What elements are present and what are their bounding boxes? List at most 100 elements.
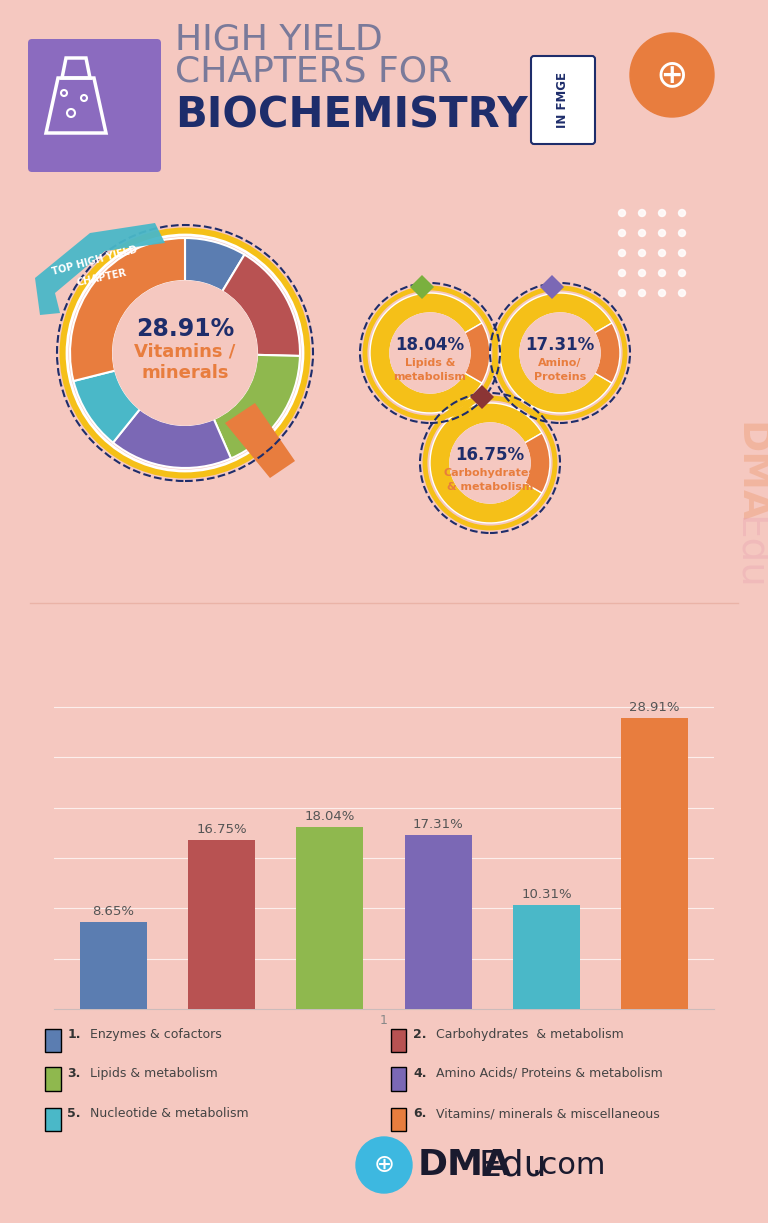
Text: Proteins: Proteins <box>534 372 586 382</box>
Text: ⊕: ⊕ <box>373 1153 395 1177</box>
Text: 10.31%: 10.31% <box>521 888 571 901</box>
Text: 1.: 1. <box>68 1029 81 1041</box>
Text: CHAPTERS FOR: CHAPTERS FOR <box>175 55 452 89</box>
Text: 2.: 2. <box>413 1029 426 1041</box>
Circle shape <box>678 249 686 257</box>
FancyBboxPatch shape <box>391 1029 406 1052</box>
Wedge shape <box>594 323 620 383</box>
Wedge shape <box>222 254 300 356</box>
Circle shape <box>678 269 686 276</box>
Text: 18.04%: 18.04% <box>396 336 465 353</box>
Text: & metabolism: & metabolism <box>447 482 533 492</box>
FancyBboxPatch shape <box>531 56 595 144</box>
FancyBboxPatch shape <box>45 1108 61 1131</box>
Circle shape <box>520 313 600 393</box>
Circle shape <box>658 249 666 257</box>
Circle shape <box>678 209 686 216</box>
Polygon shape <box>225 404 295 478</box>
Text: 28.91%: 28.91% <box>136 317 234 341</box>
Bar <box>405 834 472 1009</box>
Text: Vitamins/ minerals & miscellaneous: Vitamins/ minerals & miscellaneous <box>436 1107 660 1120</box>
FancyBboxPatch shape <box>45 1068 61 1091</box>
Polygon shape <box>470 385 494 408</box>
Polygon shape <box>35 223 165 316</box>
Text: BIOCHEMISTRY: BIOCHEMISTRY <box>175 94 528 136</box>
Polygon shape <box>540 275 564 298</box>
Wedge shape <box>74 371 140 443</box>
Text: 6.: 6. <box>413 1107 426 1120</box>
Text: Carbohydrates: Carbohydrates <box>444 468 536 478</box>
Text: 3.: 3. <box>68 1066 81 1080</box>
Text: HIGH YIELD: HIGH YIELD <box>175 23 382 57</box>
Circle shape <box>658 269 666 276</box>
Circle shape <box>356 1137 412 1192</box>
Text: 28.91%: 28.91% <box>630 701 680 714</box>
Wedge shape <box>70 238 185 382</box>
Text: Vitamins /: Vitamins / <box>134 342 236 360</box>
Circle shape <box>390 313 470 393</box>
Text: .com: .com <box>532 1151 607 1179</box>
Text: CHAPTER: CHAPTER <box>76 268 128 289</box>
Text: DMA: DMA <box>731 422 768 523</box>
Text: 4.: 4. <box>413 1066 426 1080</box>
Wedge shape <box>500 294 612 413</box>
Text: IN FMGE: IN FMGE <box>557 72 570 128</box>
Text: DMA: DMA <box>418 1148 512 1181</box>
Circle shape <box>638 269 645 276</box>
Text: TOP HIGH YIELD: TOP HIGH YIELD <box>51 245 139 278</box>
Text: 8.65%: 8.65% <box>92 905 134 917</box>
Circle shape <box>618 209 625 216</box>
Wedge shape <box>465 323 490 383</box>
Text: ⊕: ⊕ <box>656 56 688 94</box>
FancyBboxPatch shape <box>391 1068 406 1091</box>
Text: Edu: Edu <box>478 1148 547 1181</box>
Circle shape <box>630 33 714 117</box>
Circle shape <box>113 281 257 426</box>
Text: Edu: Edu <box>731 516 768 589</box>
Circle shape <box>618 249 625 257</box>
Wedge shape <box>430 404 542 523</box>
Text: Carbohydrates  & metabolism: Carbohydrates & metabolism <box>436 1029 624 1041</box>
Text: metabolism: metabolism <box>393 372 466 382</box>
Text: 16.75%: 16.75% <box>455 446 525 464</box>
Wedge shape <box>185 238 244 291</box>
Circle shape <box>638 290 645 296</box>
Text: 17.31%: 17.31% <box>412 818 464 830</box>
Circle shape <box>678 230 686 236</box>
Text: Amino/: Amino/ <box>538 358 581 368</box>
Text: 17.31%: 17.31% <box>525 336 594 353</box>
FancyBboxPatch shape <box>28 39 161 172</box>
FancyBboxPatch shape <box>18 18 750 1205</box>
Bar <box>621 718 688 1009</box>
Circle shape <box>618 230 625 236</box>
Text: 16.75%: 16.75% <box>197 823 247 837</box>
Circle shape <box>658 230 666 236</box>
Wedge shape <box>525 433 550 493</box>
Text: Amino Acids/ Proteins & metabolism: Amino Acids/ Proteins & metabolism <box>436 1066 663 1080</box>
FancyBboxPatch shape <box>45 1029 61 1052</box>
Circle shape <box>638 249 645 257</box>
Wedge shape <box>370 294 482 413</box>
Circle shape <box>678 290 686 296</box>
Polygon shape <box>410 275 434 298</box>
Bar <box>513 905 580 1009</box>
Circle shape <box>638 209 645 216</box>
Text: 5.: 5. <box>68 1107 81 1120</box>
Text: Lipids & metabolism: Lipids & metabolism <box>91 1066 218 1080</box>
Text: Nucleotide & metabolism: Nucleotide & metabolism <box>91 1107 249 1120</box>
Text: minerals: minerals <box>141 364 229 382</box>
Text: Enzymes & cofactors: Enzymes & cofactors <box>91 1029 222 1041</box>
Circle shape <box>618 290 625 296</box>
Bar <box>296 827 363 1009</box>
FancyBboxPatch shape <box>391 1108 406 1131</box>
Circle shape <box>638 230 645 236</box>
Bar <box>80 922 147 1009</box>
Text: 18.04%: 18.04% <box>305 811 355 823</box>
Circle shape <box>658 209 666 216</box>
Circle shape <box>450 423 530 503</box>
Wedge shape <box>113 410 231 468</box>
Bar <box>188 840 255 1009</box>
Circle shape <box>618 269 625 276</box>
Wedge shape <box>214 355 300 459</box>
Text: Lipids &: Lipids & <box>405 358 455 368</box>
